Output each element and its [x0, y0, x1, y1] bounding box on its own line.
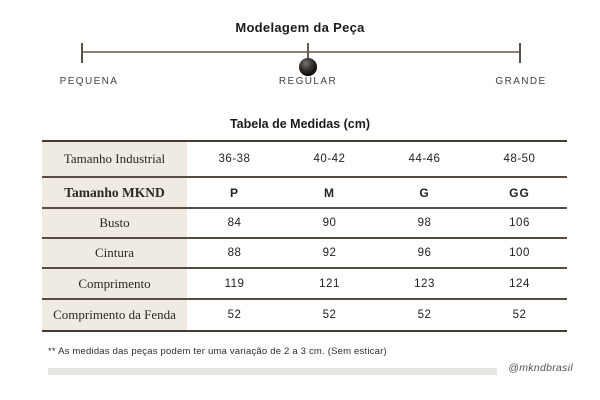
size-cell: 36-38	[218, 153, 251, 165]
row-label: Comprimento da Fenda	[42, 299, 187, 331]
size-cell: 90	[322, 217, 337, 229]
fit-label-pequena: PEQUENA	[59, 76, 119, 87]
size-cell: P	[229, 185, 239, 200]
size-cell: 52	[512, 309, 527, 321]
size-cell: 100	[509, 247, 530, 259]
table-row-tamanho-industrial: Tamanho Industrial 36-38 40-42 44-46 48-…	[42, 141, 567, 177]
table-row-busto: Busto 84 90 98 106	[42, 208, 567, 238]
size-cell: 123	[414, 277, 435, 290]
table-row-comprimento-da-fenda: Comprimento da Fenda 52 52 52 52	[42, 299, 567, 331]
fit-scale-tick-right	[519, 43, 521, 63]
size-cell: 96	[417, 247, 432, 259]
fit-scale-tick-center	[307, 43, 309, 60]
size-table: Tamanho Industrial 36-38 40-42 44-46 48-…	[42, 140, 567, 332]
fit-scale-tick-left	[81, 43, 83, 63]
size-table-title: Tabela de Medidas (cm)	[229, 117, 371, 131]
row-label: Busto	[42, 208, 187, 238]
size-cell: 40-42	[313, 153, 346, 165]
fit-diagram-title: Modelagem da Peça	[235, 20, 365, 35]
fit-scale-track	[82, 51, 520, 53]
table-row-cintura: Cintura 88 92 96 100	[42, 238, 567, 268]
size-cell: GG	[509, 185, 530, 200]
size-cell: G	[419, 185, 430, 200]
size-cell: 88	[227, 247, 242, 259]
size-cell: 52	[417, 309, 432, 321]
size-cell: 44-46	[408, 153, 441, 165]
size-cell: 124	[509, 277, 530, 290]
row-label: Tamanho Industrial	[42, 141, 187, 177]
size-cell: 119	[224, 277, 245, 290]
table-row-tamanho-mknd: Tamanho MKND P M G GG	[42, 177, 567, 208]
size-cell: 98	[417, 217, 432, 229]
measurement-disclaimer: ** As medidas das peças podem ter uma va…	[48, 346, 387, 357]
row-label: Tamanho MKND	[42, 177, 187, 208]
fit-marker-ball-icon	[299, 58, 317, 76]
fit-label-regular: REGULAR	[278, 76, 338, 87]
row-label: Cintura	[42, 238, 187, 268]
brand-handle: @mkndbrasil	[508, 362, 573, 374]
table-row-comprimento: Comprimento 119 121 123 124	[42, 268, 567, 299]
size-cell: 92	[322, 247, 337, 259]
size-cell: 48-50	[503, 153, 536, 165]
footer-divider-bar	[48, 368, 497, 375]
size-cell: 121	[319, 277, 340, 290]
size-cell: 84	[227, 217, 242, 229]
row-label: Comprimento	[42, 268, 187, 299]
size-cell: 52	[227, 309, 242, 321]
size-cell: 52	[322, 309, 337, 321]
fit-label-grande: GRANDE	[495, 76, 547, 87]
size-cell: M	[324, 185, 335, 200]
size-cell: 106	[509, 217, 530, 229]
